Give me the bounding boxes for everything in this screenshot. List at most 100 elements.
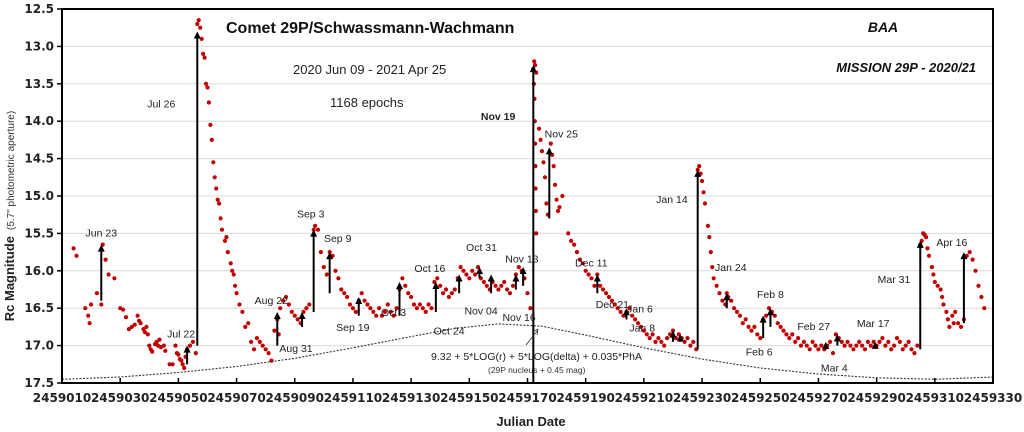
data-point <box>112 276 117 281</box>
data-point <box>720 298 725 303</box>
data-point <box>944 309 949 314</box>
data-point <box>345 294 350 300</box>
data-point <box>848 343 853 348</box>
data-point <box>784 332 789 337</box>
outburst-arrowhead <box>487 274 495 282</box>
outburst-label: Oct 31 <box>466 242 497 254</box>
data-point <box>272 328 277 333</box>
outburst-label: Mar 17 <box>857 318 890 330</box>
data-point <box>609 298 615 303</box>
data-point <box>87 321 92 326</box>
data-point <box>755 332 760 337</box>
y-tick-label: 14.0 <box>24 114 54 128</box>
data-point <box>394 306 399 311</box>
outburst-label: Aug 22 <box>255 295 288 307</box>
outburst-arrowhead <box>669 330 677 338</box>
data-point <box>214 186 219 191</box>
y-axis-label: Rc Magnitude <box>2 236 17 321</box>
data-point <box>263 347 268 352</box>
data-point <box>682 339 687 344</box>
data-point <box>458 265 463 270</box>
data-point <box>940 294 945 300</box>
data-point <box>647 336 652 341</box>
data-point <box>438 283 443 288</box>
outburst-arrowhead <box>475 267 483 275</box>
data-point <box>464 272 469 277</box>
data-point <box>845 339 850 344</box>
y-tick-label: 16.0 <box>24 264 54 278</box>
data-point <box>505 287 510 292</box>
data-point <box>292 313 297 318</box>
data-point <box>182 365 187 371</box>
data-point <box>240 309 245 314</box>
data-point <box>976 283 981 288</box>
data-point <box>339 287 344 292</box>
outburst-label: Nov 13 <box>505 254 538 266</box>
data-point <box>382 309 387 314</box>
outburst-label: Nov 16 <box>502 312 535 324</box>
data-point <box>249 339 254 344</box>
data-point <box>138 321 143 326</box>
outburst-label: Sep 19 <box>336 322 369 334</box>
outburst-arrowhead <box>298 311 306 319</box>
outburst-label: Oct 3 <box>381 307 406 319</box>
data-point <box>403 283 408 288</box>
data-point <box>435 276 440 281</box>
data-point <box>525 291 530 296</box>
data-point <box>711 276 716 281</box>
data-point <box>707 235 712 240</box>
model-pointer-line <box>525 329 539 346</box>
data-point <box>318 250 323 255</box>
data-point <box>217 201 222 206</box>
data-point <box>449 291 454 296</box>
data-point <box>365 302 370 307</box>
data-point <box>493 283 498 288</box>
data-point <box>533 164 538 169</box>
data-point <box>897 339 903 344</box>
x-tick-label: 2459150 <box>440 391 498 405</box>
data-point <box>198 25 203 30</box>
data-point <box>234 291 239 296</box>
data-point <box>862 347 868 352</box>
outburst-arrowhead <box>512 274 520 282</box>
data-point <box>931 272 936 277</box>
data-point <box>633 317 638 322</box>
outburst-label: Nov 25 <box>545 128 578 140</box>
outburst-label: Dec 11 <box>575 258 608 270</box>
outburst-label: Apr 16 <box>936 237 967 249</box>
data-point <box>566 231 571 236</box>
data-point <box>157 337 162 342</box>
data-point <box>688 343 693 348</box>
data-point <box>958 324 964 329</box>
data-point <box>484 283 489 288</box>
outburst-label: Oct 24 <box>434 326 465 338</box>
outburst-arrowhead <box>833 334 841 342</box>
data-point <box>892 343 897 348</box>
data-point <box>170 362 175 367</box>
data-point <box>935 283 940 288</box>
data-point <box>281 298 286 303</box>
data-point <box>813 343 818 348</box>
data-point <box>577 257 583 262</box>
data-point <box>764 313 769 318</box>
data-point <box>538 137 543 142</box>
data-point <box>199 36 204 42</box>
y-axis-label-group: Rc Magnitude (5.7" photometric aperture) <box>2 111 17 321</box>
data-point <box>697 164 702 169</box>
outburst-arrows <box>97 31 968 383</box>
data-point <box>641 328 647 333</box>
data-point <box>929 265 935 270</box>
data-point <box>208 122 213 127</box>
outburst-arrowhead <box>97 244 105 252</box>
data-point <box>144 324 149 329</box>
data-point <box>665 336 670 341</box>
data-point <box>702 201 708 206</box>
data-point <box>970 257 975 262</box>
outburst-label: Feb 6 <box>746 347 773 359</box>
outburst-label: Mar 4 <box>821 362 848 374</box>
data-point <box>481 279 486 285</box>
data-point <box>627 306 632 311</box>
data-point <box>729 298 734 303</box>
data-point <box>243 324 248 329</box>
x-tick-label: 2459090 <box>266 391 324 405</box>
